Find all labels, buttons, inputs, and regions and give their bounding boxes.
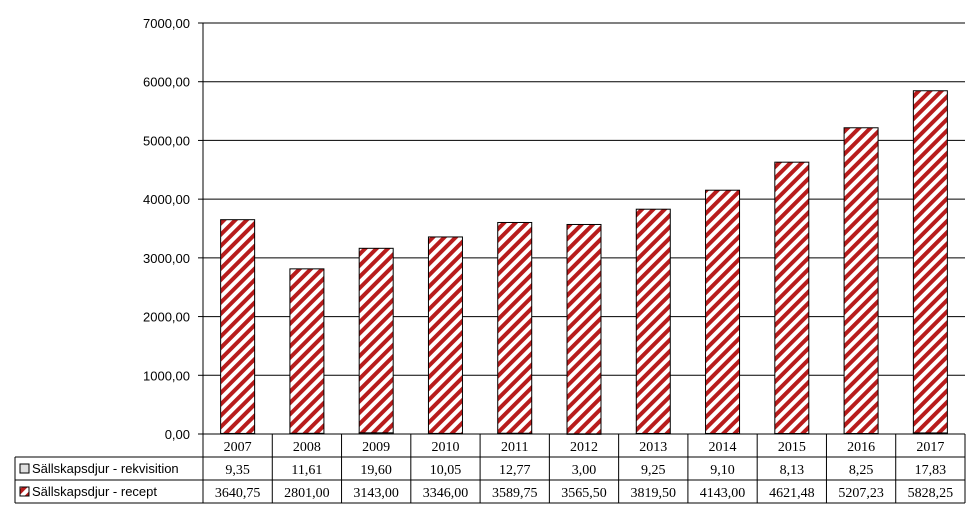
bar-recept-2014 <box>705 189 741 434</box>
bar-recept-2009 <box>358 247 394 434</box>
data-label: 8,13 <box>780 463 805 478</box>
bar-recept-2012 <box>566 223 602 435</box>
data-label: 4143,00 <box>700 486 746 501</box>
data-label: 8,25 <box>849 463 874 478</box>
x-tick-label: 2013 <box>639 440 667 455</box>
x-tick-label: 2007 <box>224 440 252 455</box>
y-tick-label: 0,00 <box>165 427 190 442</box>
x-tick-label: 2009 <box>362 440 390 455</box>
y-axis-ticks: 0,00 1000,00 2000,00 3000,00 4000,00 5000,00 6… <box>143 16 203 442</box>
y-tick-label: 2000,00 <box>143 310 190 325</box>
legend-key-rekvisition <box>19 463 30 474</box>
x-tick-label: 2016 <box>847 440 875 455</box>
x-tick-label: 2012 <box>570 440 598 455</box>
bar-recept-2016 <box>843 127 879 435</box>
data-label: 9,25 <box>641 463 666 478</box>
data-label: 9,35 <box>225 463 250 478</box>
data-label: 11,61 <box>291 463 322 478</box>
data-label: 5207,23 <box>838 486 884 501</box>
data-label: 19,60 <box>360 463 392 478</box>
y-tick-label: 7000,00 <box>143 16 190 31</box>
data-label: 3589,75 <box>492 486 538 501</box>
bar-recept-2007 <box>220 219 256 434</box>
data-label: 3565,50 <box>561 486 607 501</box>
data-label: 9,10 <box>710 463 735 478</box>
bar-recept-2017 <box>912 90 948 434</box>
y-tick-label: 4000,00 <box>143 192 190 207</box>
bars <box>220 90 948 435</box>
y-tick-label: 6000,00 <box>143 75 190 90</box>
bar-recept-2008 <box>289 268 325 434</box>
bar-recept-2015 <box>774 161 810 435</box>
x-tick-label: 2014 <box>709 440 737 455</box>
data-label: 5828,25 <box>908 486 954 501</box>
data-label: 12,77 <box>499 463 531 478</box>
y-tick-label: 1000,00 <box>143 368 190 383</box>
x-tick-label: 2015 <box>778 440 806 455</box>
x-tick-label: 2017 <box>916 440 944 455</box>
data-label: 2801,00 <box>284 486 330 501</box>
legend-label: Sällskapsdjur - rekvisition <box>32 461 179 476</box>
data-label: 3143,00 <box>353 486 399 501</box>
y-tick-label: 3000,00 <box>143 251 190 266</box>
data-label: 3,00 <box>572 463 597 478</box>
x-tick-label: 2011 <box>501 440 528 455</box>
legend-label: Sällskapsdjur - recept <box>32 484 157 499</box>
y-tick-label: 5000,00 <box>143 133 190 148</box>
data-label: 3346,00 <box>423 486 469 501</box>
data-label: 4621,48 <box>769 486 815 501</box>
data-label: 3640,75 <box>215 486 261 501</box>
bar-recept-2011 <box>497 221 533 434</box>
legend-key-recept <box>19 486 30 497</box>
data-table: 2007 2008 2009 2010 2011 2012 2013 2014 2015 2016… <box>14 433 966 504</box>
x-tick-label: 2010 <box>431 440 459 455</box>
data-label: 17,83 <box>915 463 947 478</box>
x-tick-label: 2008 <box>293 440 321 455</box>
bar-recept-2013 <box>635 208 671 434</box>
bar-recept-2010 <box>427 236 463 434</box>
data-label: 3819,50 <box>631 486 677 501</box>
data-label: 10,05 <box>430 463 462 478</box>
